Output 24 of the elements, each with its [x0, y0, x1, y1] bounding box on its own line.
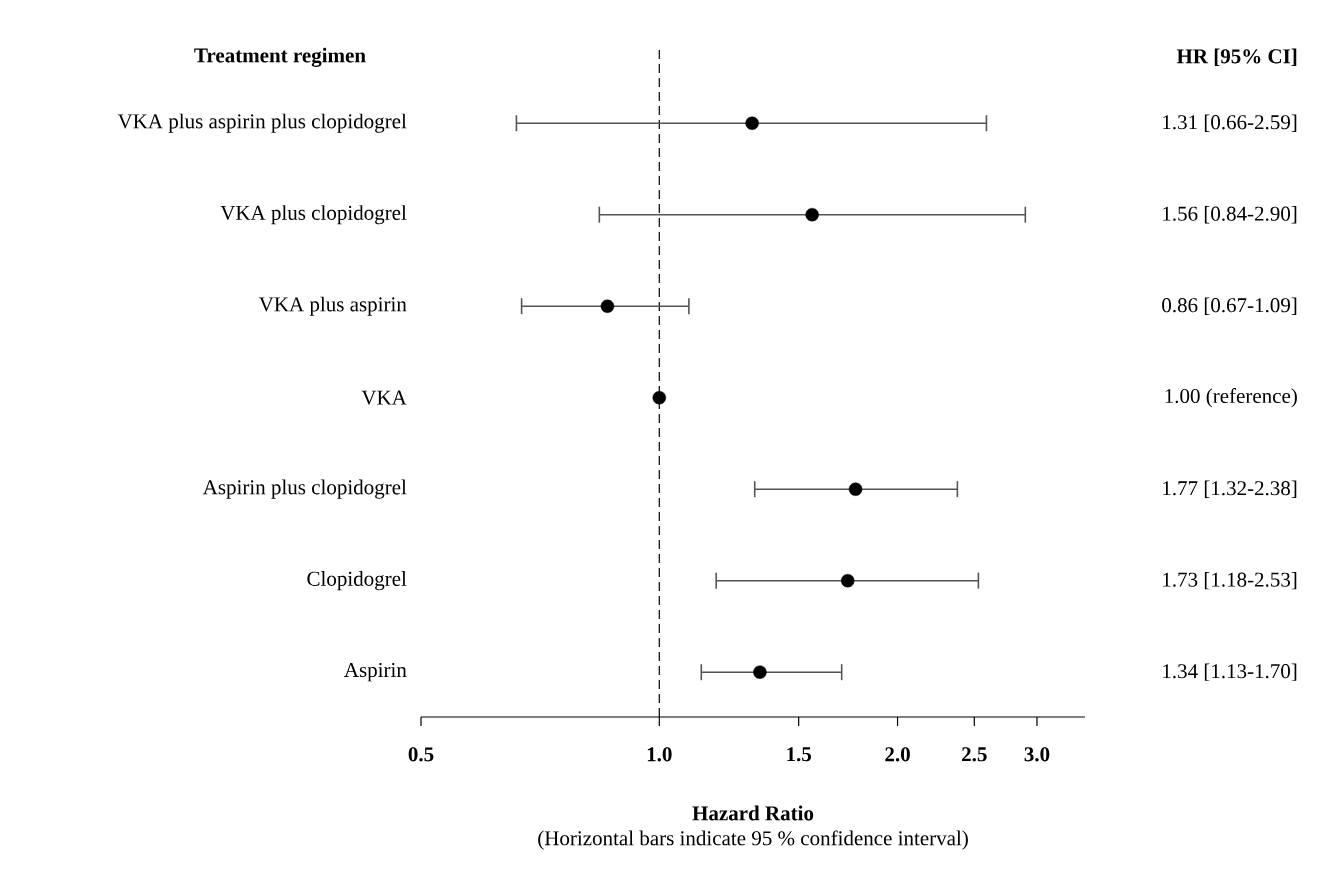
y-tick-label: VKA plus aspirin [258, 296, 407, 316]
x-tick-label: 2.0 [885, 747, 910, 762]
data-label: 1.56 [0.84-2.90] [1163, 206, 1297, 224]
data-label: 1.34 [1.13-1.70] [1163, 663, 1297, 681]
data-label: 1.73 [1.18-2.53] [1163, 571, 1297, 590]
x-tick-label: 2.5 [962, 747, 987, 762]
data-label: 1.77 [1.32-2.38] [1163, 480, 1297, 498]
x-tick-label: 3.0 [1024, 747, 1050, 762]
data-label: 0.86 [0.67-1.09] [1162, 297, 1297, 315]
y-tick-label: Aspirin plus clopidogrel [202, 479, 407, 499]
data-label: 1.00 (reference) [1165, 388, 1297, 408]
y-tick-label: Aspirin [344, 662, 407, 682]
y-tick-label: VKA [361, 390, 407, 405]
y-tick-label: VKA plus clopidogrel [220, 205, 407, 225]
x-tick-label: 1.5 [787, 747, 812, 762]
text: HR [95% CI] [1176, 48, 1297, 67]
y-axis-title: Treatment regimen [194, 47, 366, 67]
y-tick-label: VKA plus aspirin plus clopidogrel [117, 113, 407, 133]
data-label: 1.31 [0.66-2.59] [1163, 114, 1297, 132]
x-axis-title: Hazard Ratio [692, 805, 814, 821]
y-tick-label: Clopidogrel [307, 571, 407, 591]
x-tick-label: 1.0 [647, 747, 672, 762]
x-tick-label: 0.5 [408, 747, 434, 762]
text: (Horizontal bars indicate 95 % confidence interval) [538, 830, 968, 850]
